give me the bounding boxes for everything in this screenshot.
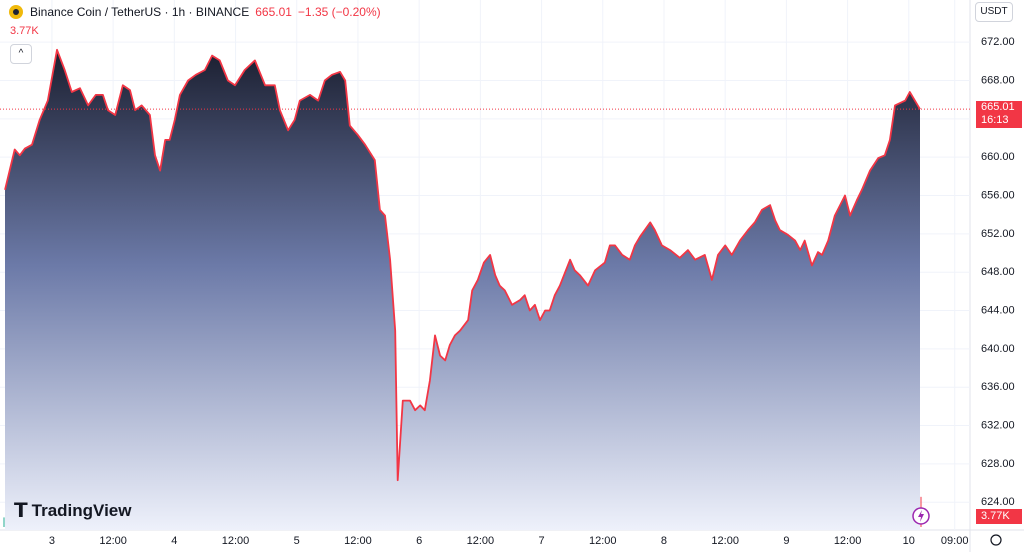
y-tick-label: 644.00: [981, 304, 1015, 316]
x-tick-label: 3: [49, 535, 55, 547]
price: 665.01: [255, 5, 292, 19]
countdown: 16:13: [981, 114, 1009, 126]
y-tick-label: 656.00: [981, 189, 1015, 201]
collapse-button[interactable]: ^: [10, 44, 32, 64]
volume-legend: 3.77K: [10, 25, 39, 37]
settings-icon[interactable]: [990, 534, 1002, 546]
price-tag: 665.01 16:13: [976, 101, 1022, 128]
x-tick-label: 10: [903, 535, 915, 547]
y-tick-label: 632.00: [981, 419, 1015, 431]
x-tick-label: 12:00: [711, 535, 739, 547]
x-tick-label: 4: [171, 535, 177, 547]
y-tick-label: 660.00: [981, 151, 1015, 163]
y-tick-label: 672.00: [981, 36, 1015, 48]
x-tick-label: 8: [661, 535, 667, 547]
brand-text: TradingView: [31, 500, 132, 520]
y-tick-label: 640.00: [981, 343, 1015, 355]
y-tick-label: 668.00: [981, 74, 1015, 86]
brand: 𝗧 TradingView: [14, 500, 132, 522]
y-tick-label: 628.00: [981, 458, 1015, 470]
x-tick-label: 12:00: [344, 535, 372, 547]
x-tick-label: 12:00: [834, 535, 862, 547]
y-tick-label: 624.00: [981, 496, 1015, 508]
legend: Binance Coin / TetherUS · 1h · BINANCE 6…: [8, 4, 381, 20]
change: −1.35 (−0.20%): [297, 5, 381, 19]
symbol: Binance Coin / TetherUS · 1h · BINANCE: [30, 5, 250, 19]
price-tag-value: 665.01: [981, 101, 1015, 113]
y-tick-label: 652.00: [981, 228, 1015, 240]
price-line: [4, 48, 921, 482]
y-tick-label: 636.00: [981, 381, 1015, 393]
x-tick-label: 12:00: [99, 535, 127, 547]
x-tick-label: 12:00: [467, 535, 495, 547]
x-tick-label: 12:00: [222, 535, 250, 547]
area-fill: [5, 49, 920, 531]
x-tick-label: 6: [416, 535, 422, 547]
y-tick-label: 648.00: [981, 266, 1015, 278]
x-tick-label: 9: [783, 535, 789, 547]
x-tick-label: 12:00: [589, 535, 617, 547]
currency-button[interactable]: USDT: [975, 2, 1013, 22]
x-tick-label: 5: [294, 535, 300, 547]
x-tick-label: 09:00: [941, 535, 969, 547]
event-icon-bolt: [918, 510, 924, 522]
volume-tag: 3.77K: [976, 509, 1022, 524]
coin-icon: [9, 5, 23, 19]
x-tick-label: 7: [539, 535, 545, 547]
